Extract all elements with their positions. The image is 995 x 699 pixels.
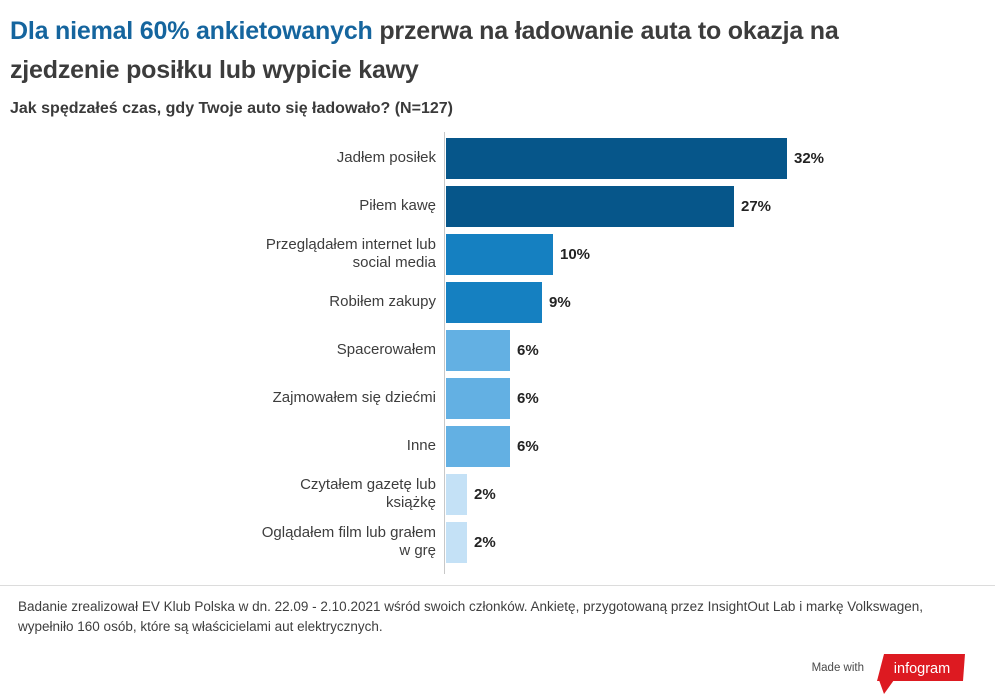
- bar-plot: 6%: [444, 422, 995, 470]
- category-label-cell: Zajmowałem się dziećmi: [0, 389, 444, 407]
- bar: [446, 521, 467, 563]
- category-label: Jadłem posiłek: [336, 149, 436, 166]
- bar: [446, 281, 542, 323]
- chart-title-line2: zjedzenie posiłku lub wypicie kawy: [10, 56, 419, 84]
- category-label-cell: Czytałem gazetę lub książkę: [0, 476, 444, 512]
- chart-row: Piłem kawę 27%: [0, 182, 995, 230]
- chart-title-rest: przerwa na ładowanie auta to okazja na: [372, 17, 839, 45]
- bar-chart: Jadłem posiłek 32% Piłem kawę 27% Przeglądał…: [0, 132, 995, 574]
- value-label: 10%: [560, 245, 591, 263]
- infogram-logo[interactable]: infogram: [871, 653, 965, 699]
- bar: [446, 473, 467, 515]
- chart-row: Jadłem posiłek 32%: [0, 134, 995, 182]
- bar-plot: 9%: [444, 278, 995, 326]
- value-label: 6%: [517, 437, 539, 455]
- source-note: Badanie zrealizował EV Klub Polska w dn.…: [18, 599, 924, 634]
- made-with-row: Made with infogram: [0, 653, 995, 699]
- bar-plot: 10%: [444, 230, 995, 278]
- chart-row: Spacerowałem 6%: [0, 326, 995, 374]
- category-label: Przeglądałem internet lub social media: [265, 236, 436, 271]
- bar: [446, 377, 510, 419]
- value-label: 32%: [794, 149, 825, 167]
- category-label-cell: Spacerowałem: [0, 341, 444, 359]
- category-label: Inne: [406, 437, 436, 454]
- category-label: Robiłem zakupy: [329, 293, 436, 310]
- category-label: Czytałem gazetę lub książkę: [300, 476, 436, 511]
- value-label: 2%: [474, 485, 496, 503]
- bar-plot: 2%: [444, 470, 995, 518]
- category-label-cell: Piłem kawę: [0, 197, 444, 215]
- chart-row: Oglądałem film lub grałem w grę 2%: [0, 518, 995, 566]
- value-label: 6%: [517, 389, 539, 407]
- category-label: Piłem kawę: [359, 197, 436, 214]
- category-label-cell: Oglądałem film lub grałem w grę: [0, 524, 444, 560]
- bar: [446, 137, 787, 179]
- bar-rows: Jadłem posiłek 32% Piłem kawę 27% Przeglądał…: [0, 134, 995, 566]
- divider: [0, 585, 995, 586]
- infogram-logo-text: infogram: [894, 661, 950, 677]
- bar-plot: 2%: [444, 518, 995, 566]
- bar-plot: 6%: [444, 326, 995, 374]
- chart-row: Robiłem zakupy 9%: [0, 278, 995, 326]
- bar: [446, 233, 553, 275]
- value-label: 2%: [474, 533, 496, 551]
- chart-row: Czytałem gazetę lub książkę 2%: [0, 470, 995, 518]
- bar: [446, 185, 734, 227]
- category-label-cell: Robiłem zakupy: [0, 293, 444, 311]
- category-label-cell: Jadłem posiłek: [0, 149, 444, 167]
- bar-plot: 32%: [444, 134, 995, 182]
- bar-plot: 6%: [444, 374, 995, 422]
- made-with-label: Made with: [811, 662, 864, 674]
- category-label-cell: Przeglądałem internet lub social media: [0, 236, 444, 272]
- category-label-cell: Inne: [0, 437, 444, 455]
- bar: [446, 329, 510, 371]
- chart-row: Przeglądałem internet lub social media 10…: [0, 230, 995, 278]
- chart-title-highlight: Dla niemal 60% ankietowanych: [10, 17, 373, 45]
- category-label: Zajmowałem się dziećmi: [272, 389, 436, 406]
- value-label: 6%: [517, 341, 539, 359]
- chart-row: Inne 6%: [0, 422, 995, 470]
- category-label: Oglądałem film lub grałem w grę: [261, 524, 436, 559]
- bar: [446, 425, 510, 467]
- infogram-flag-icon: infogram: [877, 654, 965, 694]
- y-axis-line: [444, 132, 445, 574]
- bar-plot: 27%: [444, 182, 995, 230]
- chart-subtitle: Jak spędzałeś czas, gdy Twoje auto się ł…: [10, 100, 453, 117]
- chart-row: Zajmowałem się dziećmi 6%: [0, 374, 995, 422]
- category-label: Spacerowałem: [336, 341, 436, 358]
- value-label: 9%: [549, 293, 571, 311]
- chart-title: Dla niemal 60% ankietowanych przerwa na …: [10, 12, 975, 90]
- value-label: 27%: [741, 197, 772, 215]
- chart-header: Dla niemal 60% ankietowanych przerwa na …: [0, 12, 995, 118]
